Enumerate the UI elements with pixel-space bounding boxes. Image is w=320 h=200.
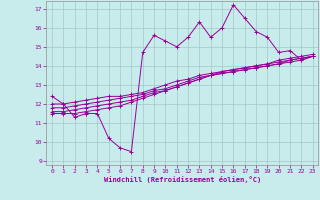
X-axis label: Windchill (Refroidissement éolien,°C): Windchill (Refroidissement éolien,°C) <box>104 176 261 183</box>
